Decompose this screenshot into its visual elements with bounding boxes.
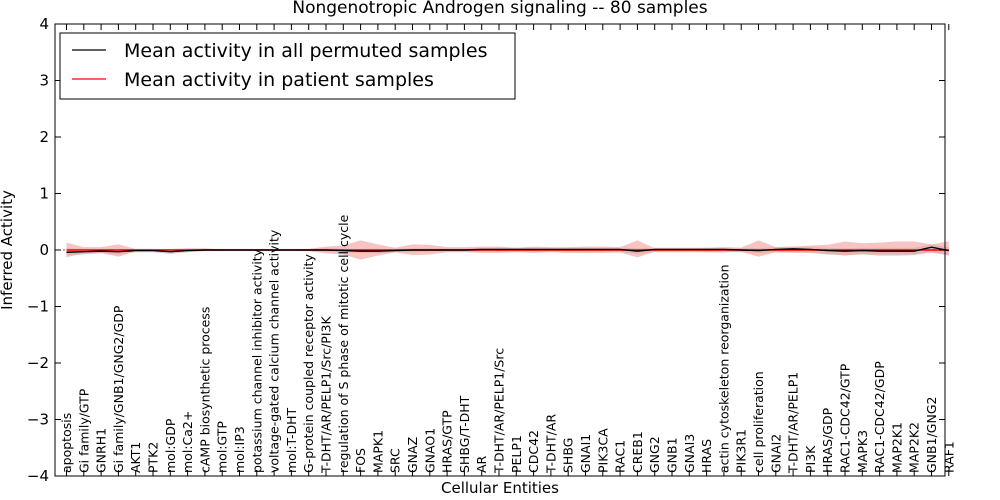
x-tick-label: PIK3CA	[595, 428, 610, 473]
x-tick-label: SRC	[388, 448, 403, 473]
x-tick-label: mol:GDP	[163, 418, 178, 473]
x-tick-label: GNB1/GNG2	[924, 397, 939, 473]
x-tick-label: PTK2	[146, 442, 161, 473]
y-tick-label: −2	[27, 354, 49, 372]
x-tick-label: RAC1-CDC42/GTP	[838, 363, 853, 473]
y-axis-label: Inferred Activity	[0, 190, 16, 310]
x-tick-label: actin cytoskeleton reorganization	[716, 264, 731, 473]
x-tick-label: SHBG/T-DHT	[457, 395, 472, 473]
y-tick-label: 0	[39, 241, 49, 259]
x-axis-ticks: apoptosis Gi family/GTP GNRH1 Gi family/GNB…	[59, 24, 956, 476]
x-tick-label: PIK3R1	[734, 429, 749, 473]
y-tick-label: −3	[27, 411, 49, 429]
y-tick-label: 1	[39, 185, 49, 203]
legend-box	[59, 32, 516, 100]
x-tick-label: GNAI2	[768, 434, 783, 473]
x-tick-label: cAMP biosynthetic process	[197, 307, 212, 473]
x-tick-label: T-DHT/AR/PELP1/Src	[492, 348, 507, 474]
x-tick-label: mol:T-DHT	[284, 407, 299, 473]
x-tick-label: RAC1-CDC42/GDP	[872, 361, 887, 473]
x-tick-label: GNRH1	[94, 428, 109, 473]
y-tick-label: 3	[39, 72, 49, 90]
series-line-0	[66, 246, 949, 253]
x-tick-label: RAF1	[941, 441, 956, 473]
x-tick-label: G-protein coupled receptor activity	[301, 254, 316, 473]
x-tick-label: mol:GTP	[215, 421, 230, 473]
x-tick-label: RAC1	[613, 440, 628, 473]
x-tick-label: GNB1	[665, 437, 680, 473]
y-tick-label: −1	[27, 298, 49, 316]
y-tick-label: 4	[39, 15, 49, 33]
x-tick-label: GNAO1	[422, 428, 437, 473]
x-tick-label: HRAS/GTP	[440, 410, 455, 473]
x-tick-label: MAP2K2	[907, 422, 922, 473]
x-tick-label: MAP2K1	[889, 422, 904, 473]
legend-label-permuted: Mean activity in all permuted samples	[124, 40, 487, 62]
y-axis-ticks: −4 −3 −2 −1 0 1 2 3 4	[27, 15, 945, 485]
y-tick-label: −4	[27, 467, 49, 485]
x-tick-label: FOS	[353, 448, 368, 473]
x-tick-label: T-DHT/AR/PELP1	[786, 372, 801, 474]
x-tick-label: apoptosis	[59, 413, 74, 473]
x-tick-label: GNG2	[647, 436, 662, 473]
x-tick-label: GNAZ	[405, 437, 420, 473]
x-tick-label: GNAI1	[578, 434, 593, 473]
x-axis-label: Cellular Entities	[441, 479, 559, 497]
x-tick-label: PI3K	[803, 445, 818, 473]
x-tick-label: CDC42	[526, 430, 541, 473]
x-tick-label: potassium channel inhibitor activity	[249, 248, 264, 473]
x-tick-label: mol:IP3	[232, 426, 247, 473]
x-tick-label: SHBG	[561, 438, 576, 473]
x-tick-label: Gi family/GTP	[76, 388, 91, 473]
x-tick-label: Gi family/GNB1/GNG2/GDP	[111, 305, 126, 473]
x-tick-label: AKT1	[128, 442, 143, 473]
x-tick-label: MAPK1	[370, 430, 385, 473]
x-tick-label: voltage-gated calcium channel activity	[267, 229, 282, 473]
x-tick-label: AR	[474, 455, 489, 473]
legend-label-patient: Mean activity in patient samples	[124, 69, 434, 91]
legend: Mean activity in all permuted samples Me…	[59, 32, 516, 100]
y-tick-label: 2	[39, 128, 49, 146]
x-tick-label: HRAS	[699, 439, 714, 473]
x-tick-label: cell proliferation	[751, 371, 766, 473]
x-tick-label: T-DHT/AR	[543, 414, 558, 474]
chart-title: Nongenotropic Androgen signaling -- 80 s…	[292, 0, 707, 18]
x-tick-label: HRAS/GDP	[820, 407, 835, 473]
x-tick-label: regulation of S phase of mitotic cell cy…	[336, 214, 351, 473]
x-tick-label: mol:Ca2+	[180, 411, 195, 473]
x-tick-label: T-DHT/AR/PELP1/Src/PI3K	[319, 316, 334, 474]
x-tick-label: MAPK3	[855, 430, 870, 473]
x-tick-label: GNAI3	[682, 434, 697, 473]
x-tick-label: PELP1	[509, 435, 524, 473]
x-tick-label: CREB1	[630, 431, 645, 473]
series-lines	[66, 246, 949, 253]
